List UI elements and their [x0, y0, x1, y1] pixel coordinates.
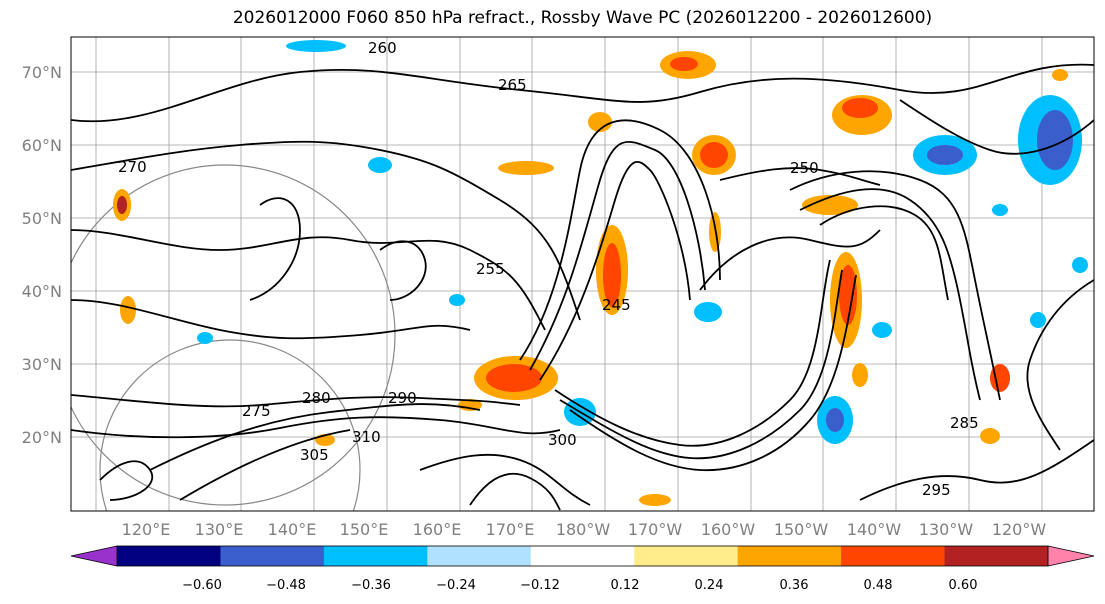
lon-label: 130°W — [919, 520, 974, 539]
lon-label: 150°E — [340, 520, 389, 539]
plot-area — [71, 37, 1094, 511]
colorbar-segment — [220, 546, 325, 566]
lon-label: 150°W — [774, 520, 829, 539]
lat-label: 60°N — [22, 136, 62, 155]
colorbar-tick-label: 0.60 — [949, 578, 978, 593]
lon-gridlines — [95, 37, 1043, 511]
lon-label: 170°W — [628, 520, 683, 539]
colorbar-segment — [530, 546, 635, 566]
longitude-axis: 120°E 130°E 140°E 150°E 160°E 170°E 180°… — [122, 520, 1047, 539]
contour-label: 265 — [498, 76, 527, 94]
contour-label: 305 — [300, 446, 329, 464]
latitude-axis: 70°N 60°N 50°N 40°N 30°N 20°N — [22, 63, 62, 447]
lat-label: 30°N — [22, 355, 62, 374]
colorbar-frame — [116, 545, 1049, 567]
colorbar-tick-label: −0.48 — [266, 578, 306, 593]
colorbar-segment — [737, 546, 842, 566]
contour-label: 290 — [388, 389, 417, 407]
lon-label: 180°W — [556, 520, 611, 539]
colorbar-tick-label: −0.36 — [351, 578, 391, 593]
colorbar-tick-label: −0.60 — [182, 578, 222, 593]
colorbar-tick-label: −0.12 — [520, 578, 560, 593]
positive-anomaly-shading — [113, 51, 1068, 506]
colorbar-tick-label: 0.12 — [611, 578, 640, 593]
lon-label: 170°E — [486, 520, 535, 539]
contour-label: 270 — [118, 158, 147, 176]
colorbar-tick-label: 0.24 — [695, 578, 724, 593]
map-title: 2026012000 F060 850 hPa refract., Rossby… — [232, 8, 933, 28]
contour-label: 255 — [476, 260, 505, 278]
contour-label: 250 — [790, 159, 819, 177]
colorbar-segment — [427, 546, 532, 566]
lat-label: 20°N — [22, 428, 62, 447]
annotation-circle-south — [99, 339, 361, 511]
lon-label: 120°E — [122, 520, 171, 539]
colorbar-outline — [70, 545, 118, 567]
colorbar-segment — [323, 546, 428, 566]
contour-lines — [71, 63, 1094, 511]
contour-label-group: 260 265 270 255 245 250 280 290 300 310 … — [118, 39, 979, 499]
contour-label: 285 — [950, 414, 979, 432]
contour-label: 275 — [242, 402, 271, 420]
lat-label: 40°N — [22, 282, 62, 301]
lon-label: 130°E — [195, 520, 244, 539]
lat-gridlines — [71, 71, 1094, 438]
colorbar-tick-label: −0.24 — [436, 578, 476, 593]
colorbar-segment — [117, 546, 221, 566]
lon-label: 120°W — [992, 520, 1047, 539]
annotation-circle-west — [71, 164, 396, 506]
colorbar-ticks: −0.60 −0.48 −0.36 −0.24 −0.12 0.12 0.24 … — [182, 578, 977, 593]
colorbar-tick-label: 0.36 — [780, 578, 809, 593]
lat-label: 70°N — [22, 63, 62, 82]
colorbar-extend-max — [1048, 546, 1094, 566]
contour-label: 245 — [602, 296, 631, 314]
colorbar-tick-label: 0.48 — [864, 578, 893, 593]
colorbar-segment — [634, 546, 739, 566]
lon-label: 140°W — [847, 520, 902, 539]
lon-label: 160°W — [701, 520, 756, 539]
contour-label: 310 — [352, 428, 381, 446]
lon-label: 160°E — [413, 520, 462, 539]
colorbar-segment — [944, 546, 1049, 566]
colorbar-extend-min — [71, 546, 117, 566]
colorbar: −0.60 −0.48 −0.36 −0.24 −0.12 0.12 0.24 … — [70, 545, 1095, 593]
contour-label: 260 — [368, 39, 397, 57]
contour-label: 295 — [922, 481, 951, 499]
colorbar-outline — [1047, 545, 1095, 567]
plot-frame — [70, 36, 1095, 512]
lat-label: 50°N — [22, 209, 62, 228]
contour-label: 300 — [548, 431, 577, 449]
contour-label: 280 — [302, 389, 331, 407]
negative-anomaly-shading — [197, 40, 1088, 444]
colorbar-segment — [841, 546, 946, 566]
lon-label: 140°E — [268, 520, 317, 539]
